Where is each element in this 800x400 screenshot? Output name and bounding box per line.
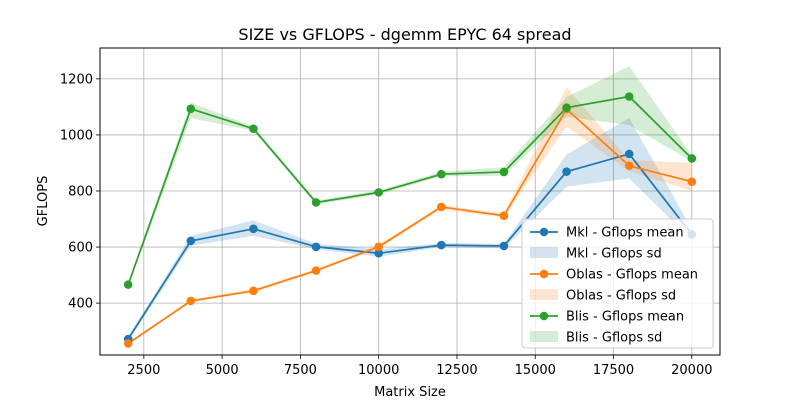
plot-frame — [99, 47, 721, 356]
mkl-data-point — [374, 248, 383, 258]
blis-legend-mean-label: Blis - Gflops mean — [566, 310, 684, 325]
mkl-data-point — [249, 224, 258, 234]
mkl-data-point — [311, 242, 321, 252]
blis-data-point — [437, 169, 446, 179]
mkl-legend-band-swatch — [530, 247, 558, 258]
x-tick-label: 12500 — [436, 363, 477, 378]
mkl-data-point — [499, 241, 509, 251]
oblas-legend-mean-label: Oblas - Gflops mean — [566, 268, 698, 283]
oblas-data-point — [311, 266, 321, 275]
mkl-legend-mean-label: Mkl - Gflops mean — [566, 226, 684, 241]
legend: Mkl - Gflops mean Mkl - Gflops sd Oblas - … — [521, 218, 714, 349]
blis-legend-marker — [539, 311, 549, 321]
mkl-legend-marker — [539, 227, 549, 237]
blis-data-point — [499, 167, 509, 177]
oblas-legend-band-swatch — [530, 289, 558, 300]
y-tick-label: 400 — [68, 297, 93, 312]
blis-data-point — [624, 92, 634, 101]
blis-data-point — [374, 188, 383, 197]
y-tick-label: 600 — [68, 241, 93, 256]
oblas-data-point — [687, 177, 697, 187]
x-tick-label: 7500 — [284, 363, 317, 378]
oblas-data-point — [437, 202, 446, 212]
x-tick-label: 20000 — [671, 363, 712, 378]
y-tick-label: 1200 — [60, 72, 93, 87]
x-tick-label: 2500 — [127, 363, 160, 378]
mkl-data-point — [186, 236, 196, 246]
blis-mean-line — [127, 95, 693, 285]
x-tick-label: 17500 — [593, 363, 634, 378]
x-tick-label: 10000 — [358, 363, 399, 378]
blis-legend-band-swatch — [530, 331, 558, 342]
blis-data-point — [249, 124, 258, 134]
sd-bands — [128, 66, 692, 345]
x-axis-ticks: 2500 5000 7500 10000 12500 15000 17500 20000 — [127, 355, 712, 378]
oblas-data-point — [123, 339, 133, 348]
y-axis-ticks: 400 600 800 1000 1200 — [60, 72, 100, 312]
mkl-mean-line — [127, 153, 693, 340]
series-markers — [123, 92, 697, 348]
blis-data-point — [123, 280, 133, 289]
x-tick-label: 15000 — [515, 363, 556, 378]
mkl-data-point — [562, 167, 571, 176]
oblas-data-point — [499, 211, 509, 220]
mkl-data-point — [437, 240, 446, 250]
blis-data-point — [186, 104, 196, 114]
oblas-data-point — [249, 286, 258, 296]
mkl-legend-sd-label: Mkl - Gflops sd — [566, 247, 662, 262]
x-axis-label: Matrix Size — [374, 385, 446, 400]
oblas-legend-marker — [539, 269, 549, 279]
oblas-legend-sd-label: Oblas - Gflops sd — [566, 289, 676, 304]
oblas-data-point — [624, 161, 634, 171]
series-lines — [127, 95, 693, 345]
mkl-data-point — [624, 149, 634, 159]
mkl-sd-band — [128, 118, 692, 341]
x-tick-label: 5000 — [206, 363, 239, 378]
legend-box — [521, 218, 714, 349]
blis-sd-band — [128, 66, 692, 287]
oblas-data-point — [186, 296, 196, 306]
y-axis-label: GFLOPS — [36, 176, 51, 227]
oblas-data-point — [374, 242, 383, 252]
chart-title: SIZE vs GFLOPS - dgemm EPYC 64 spread — [238, 25, 571, 44]
oblas-mean-line — [127, 107, 693, 345]
y-tick-label: 1000 — [60, 128, 93, 143]
blis-legend-sd-label: Blis - Gflops sd — [566, 331, 662, 346]
blis-data-point — [311, 198, 321, 207]
blis-data-point — [687, 154, 697, 163]
blis-data-point — [562, 103, 571, 113]
y-tick-label: 800 — [68, 184, 93, 199]
